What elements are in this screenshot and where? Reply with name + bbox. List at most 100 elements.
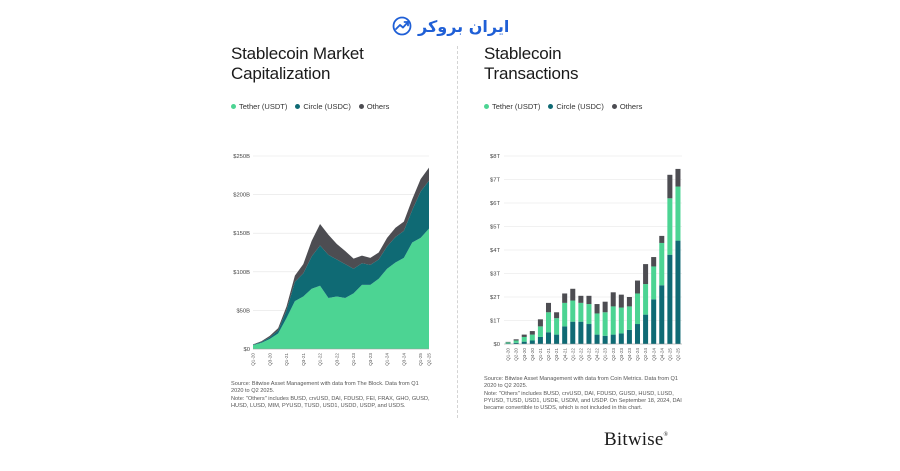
bar-others <box>626 297 632 307</box>
area-series-others <box>253 167 429 345</box>
legend-dot-circle <box>295 104 301 109</box>
x-tick-label: Q1-24 <box>385 353 390 366</box>
bar-tether <box>505 342 511 344</box>
bar-tether <box>578 302 584 322</box>
market-cap-title: Stablecoin Market Capitalization <box>231 44 441 84</box>
watermark-text: ایران بروکر <box>418 16 510 36</box>
bar-others <box>578 295 584 303</box>
bar-others <box>570 288 576 301</box>
bar-tether <box>537 326 543 337</box>
bitwise-logo: Bitwise® <box>604 429 668 451</box>
bar-tether <box>545 312 552 333</box>
bar-others <box>659 235 665 243</box>
legend-label-tether-2: Tether (USDT) <box>492 102 541 111</box>
bar-others <box>537 319 543 327</box>
bar-others <box>562 293 568 303</box>
legend-label-tether: Tether (USDT) <box>239 102 288 111</box>
transactions-source: Source: Bitwise Asset Management with da… <box>484 376 689 413</box>
x-tick-label: Q1-22 <box>318 353 323 366</box>
bar-tether <box>513 340 519 343</box>
bar-circle <box>610 334 616 344</box>
y-tick-label: $100B <box>233 270 250 276</box>
bar-tether <box>602 312 608 336</box>
bar-circle <box>659 285 665 344</box>
bar-tether <box>675 186 681 241</box>
y-tick-label: $8T <box>490 154 500 160</box>
market-cap-note-text: Note: "Others" includes BUSD, crvUSD, DA… <box>231 396 430 409</box>
bar-circle <box>570 321 576 344</box>
bar-circle <box>562 326 568 345</box>
bar-circle <box>626 329 632 344</box>
market-cap-title-line2: Capitalization <box>231 64 331 83</box>
transactions-title-line2: Transactions <box>484 64 579 83</box>
transactions-note-text: Note: "Others" includes BUSD, crvUSD, DA… <box>484 391 682 411</box>
bitwise-logo-text: Bitwise <box>604 429 664 450</box>
bar-circle <box>578 321 584 344</box>
x-tick-label: Q4-22 <box>595 348 600 361</box>
bar-circle <box>521 341 527 344</box>
x-tick-label: Q3-20 <box>267 353 272 366</box>
bar-circle <box>618 333 624 344</box>
bar-tether <box>521 336 527 342</box>
legend-item-circle: Circle (USDC) <box>295 102 351 111</box>
x-tick-label: Q3-24 <box>401 353 406 366</box>
legend-item-tether: Tether (USDT) <box>231 102 287 111</box>
bar-circle <box>602 335 608 344</box>
legend-dot-tether <box>231 104 236 109</box>
y-tick-label: $150B <box>233 231 250 237</box>
bar-tether <box>626 306 632 330</box>
bar-tether <box>659 242 665 286</box>
legend-dot-circle-2 <box>548 104 554 109</box>
bar-others <box>545 302 552 313</box>
market-cap-title-line1: Stablecoin Market <box>231 44 364 63</box>
registered-mark: ® <box>663 432 669 438</box>
x-tick-label: Q1-24 <box>635 348 640 361</box>
bar-tether <box>554 318 560 335</box>
x-tick-label: Q2-25 <box>676 348 681 361</box>
legend-item-others: Others <box>358 102 390 111</box>
y-tick-label: $0 <box>494 342 500 348</box>
x-tick-label: Q3-20 <box>522 348 527 361</box>
bar-tether <box>586 304 592 325</box>
bar-circle <box>667 254 673 344</box>
bar-others <box>610 292 616 307</box>
legend-label-circle: Circle (USDC) <box>303 102 351 111</box>
bar-circle <box>537 336 543 344</box>
area-series-tether <box>253 228 429 349</box>
bar-tether <box>610 306 616 335</box>
x-tick-label: Q2-23 <box>611 348 616 361</box>
bar-circle <box>634 324 641 344</box>
legend-item-others-2: Others <box>611 102 642 111</box>
bar-tether <box>562 302 568 327</box>
x-tick-label: Q2-20 <box>514 348 519 361</box>
bar-others <box>554 312 560 319</box>
transactions-panel: Stablecoin Transactions Tether (USDT) Ci… <box>484 40 694 411</box>
x-tick-label: Q4-23 <box>627 348 632 361</box>
bar-tether <box>570 300 576 322</box>
y-tick-label: $3T <box>490 272 500 278</box>
x-tick-label: Q1-25 <box>667 348 672 361</box>
market-cap-chart: $0 $50B $100B $150B $200B $250B Q1-20 Q3-20 Q1-2… <box>233 154 432 366</box>
x-tick-label: Q3-21 <box>301 353 306 366</box>
watermark-logo: ایران بروکر <box>392 14 509 38</box>
bar-others <box>521 334 527 337</box>
x-tick-label: Q1-21 <box>284 353 289 366</box>
bar-circle <box>594 334 600 344</box>
bar-tether <box>634 293 641 325</box>
legend-label-others: Others <box>366 102 390 111</box>
y-tick-label: $250B <box>233 154 250 160</box>
x-tick-label: Q4-21 <box>562 348 567 361</box>
bar-tether <box>667 198 673 255</box>
x-tick-label: Q2-24 <box>643 348 648 361</box>
x-tick-label: Q2-25 <box>427 353 432 366</box>
bar-others <box>513 339 519 341</box>
market-cap-panel: Stablecoin Market Capitalization Tether … <box>231 40 441 409</box>
bar-others <box>529 331 535 335</box>
bar-others <box>602 301 608 313</box>
bar-circle <box>651 299 657 344</box>
y-tick-label: $5T <box>490 225 500 231</box>
bar-tether <box>529 334 535 341</box>
bar-circle <box>529 340 535 344</box>
x-tick-label: Q1-23 <box>351 353 356 366</box>
